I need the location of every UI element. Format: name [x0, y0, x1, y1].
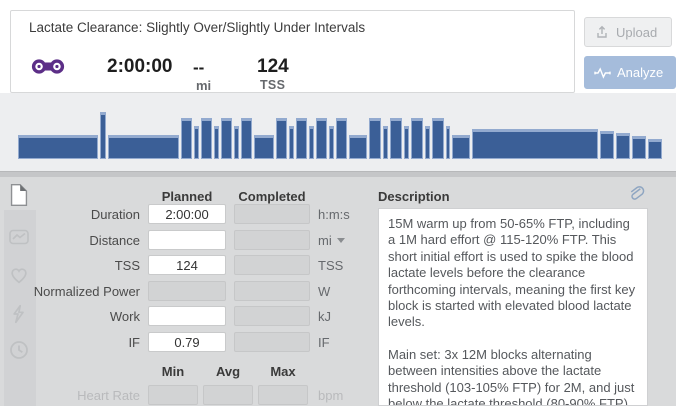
distance-completed-input — [234, 230, 310, 250]
tss-unit: TSS — [318, 258, 344, 273]
profile-bar-under — [309, 126, 314, 159]
if-planned-input[interactable]: 0.79 — [148, 332, 226, 352]
if-completed-input — [234, 332, 310, 352]
line-chart-icon[interactable] — [9, 229, 31, 251]
profile-bar-over — [390, 118, 402, 159]
duration-stat: 2:00:00 — [107, 56, 173, 77]
upload-label: Upload — [616, 24, 658, 40]
profile-bar-under — [446, 126, 450, 159]
profile-bar-over — [276, 118, 287, 159]
work-unit: kJ — [318, 309, 331, 324]
tss-planned-input[interactable]: 124 — [148, 255, 226, 275]
work-planned-input[interactable] — [148, 306, 226, 326]
completed-column-header: Completed — [238, 189, 306, 204]
heart-rate-unit: bpm — [318, 388, 344, 403]
profile-bar-over — [296, 118, 307, 159]
profile-bar-under — [234, 126, 239, 159]
profile-bar-cooldown — [616, 133, 630, 159]
analyze-button[interactable]: Analyze — [584, 56, 676, 89]
tss-value: 124 — [257, 56, 289, 77]
tss-stat: 124 TSS — [257, 56, 289, 92]
profile-bar-over — [432, 118, 444, 159]
profile-bar-under — [214, 126, 219, 159]
upload-button[interactable]: Upload — [584, 17, 672, 47]
tss-completed-input — [234, 255, 310, 275]
duration-label: Duration — [90, 207, 140, 222]
profile-bar-over — [316, 118, 327, 159]
planned-column-header: Planned — [161, 189, 213, 204]
min-column-header: Min — [161, 364, 185, 379]
upload-icon — [597, 25, 607, 38]
duration-completed-input — [234, 204, 310, 224]
document-icon[interactable] — [8, 183, 30, 206]
if-unit: IF — [318, 335, 330, 350]
heart-rate-min-input — [148, 385, 198, 405]
profile-bar-over — [411, 118, 423, 159]
profile-bar-recovery — [349, 135, 367, 159]
normalized-power-unit: W — [318, 284, 331, 299]
profile-bar-over — [369, 118, 381, 159]
workout-header-card: Lactate Clearance: Slightly Over/Slightl… — [10, 10, 575, 93]
lightning-icon[interactable] — [9, 304, 31, 326]
normalized-power-label: Normalized Power — [33, 284, 140, 299]
distance-stat: -- mi — [193, 58, 211, 93]
bottom-edge — [0, 406, 676, 411]
profile-bar-over — [241, 118, 252, 159]
heart-icon[interactable] — [9, 266, 31, 288]
unit-dropdown-caret-icon[interactable] — [336, 238, 345, 243]
avg-column-header: Avg — [215, 364, 241, 379]
heart-rate-label: Heart Rate — [77, 388, 140, 403]
waveform-icon — [594, 66, 611, 79]
description-paragraph: Main set: 3x 12M blocks alternating betw… — [388, 346, 635, 406]
tss-unit: TSS — [260, 78, 286, 92]
work-label: Work — [109, 309, 140, 324]
profile-bar-recovery — [254, 135, 274, 159]
normalized-power-completed-input — [234, 281, 310, 301]
distance-value: -- — [193, 58, 205, 77]
profile-bar-under — [425, 126, 430, 159]
profile-bar-cooldown — [600, 131, 614, 159]
heart-rate-max-input — [258, 385, 308, 405]
workout-profile-chart — [16, 103, 662, 159]
work-completed-input — [234, 306, 310, 326]
profile-bar-under — [404, 126, 409, 159]
duration-planned-input[interactable]: 2:00:00 — [148, 204, 226, 224]
description-label: Description — [378, 189, 450, 204]
heart-rate-avg-input — [203, 385, 253, 405]
analyze-label: Analyze — [617, 65, 664, 80]
profile-bar-under — [329, 126, 334, 159]
profile-bar-over — [336, 118, 347, 159]
normalized-power-planned-input — [148, 281, 226, 301]
distance-planned-input[interactable] — [148, 230, 226, 250]
distance-unit: mi — [196, 78, 212, 93]
section-divider — [0, 171, 676, 177]
paperclip-icon[interactable] — [627, 185, 645, 203]
clock-icon[interactable] — [9, 340, 31, 362]
profile-bar-steady — [472, 129, 598, 159]
description-paragraph: 15M warm up from 50-65% FTP, including a… — [388, 216, 636, 330]
tss-label: TSS — [114, 258, 140, 273]
profile-bar-under — [194, 126, 199, 159]
max-column-header: Max — [270, 364, 296, 379]
profile-bar-under — [289, 126, 294, 159]
description-textarea[interactable]: 15M warm up from 50-65% FTP, including a… — [378, 208, 648, 406]
profile-bar-spike — [100, 112, 106, 159]
profile-bar-over — [181, 118, 192, 159]
distance-unit[interactable]: mi — [318, 233, 345, 248]
profile-bar-cooldown — [648, 139, 662, 159]
if-label: IF — [128, 335, 140, 350]
profile-bar-cooldown — [632, 136, 646, 159]
profile-bar-recovery — [452, 135, 470, 159]
workout-title: Lactate Clearance: Slightly Over/Slightl… — [29, 20, 366, 35]
profile-bar-under — [383, 126, 388, 159]
profile-bar-over — [201, 118, 212, 159]
profile-bar-warmup — [18, 135, 98, 159]
profile-bar-warmup — [108, 135, 179, 159]
distance-label: Distance — [89, 233, 140, 248]
profile-bar-over — [221, 118, 232, 159]
bike-icon — [31, 57, 65, 76]
duration-unit: h:m:s — [318, 207, 350, 222]
